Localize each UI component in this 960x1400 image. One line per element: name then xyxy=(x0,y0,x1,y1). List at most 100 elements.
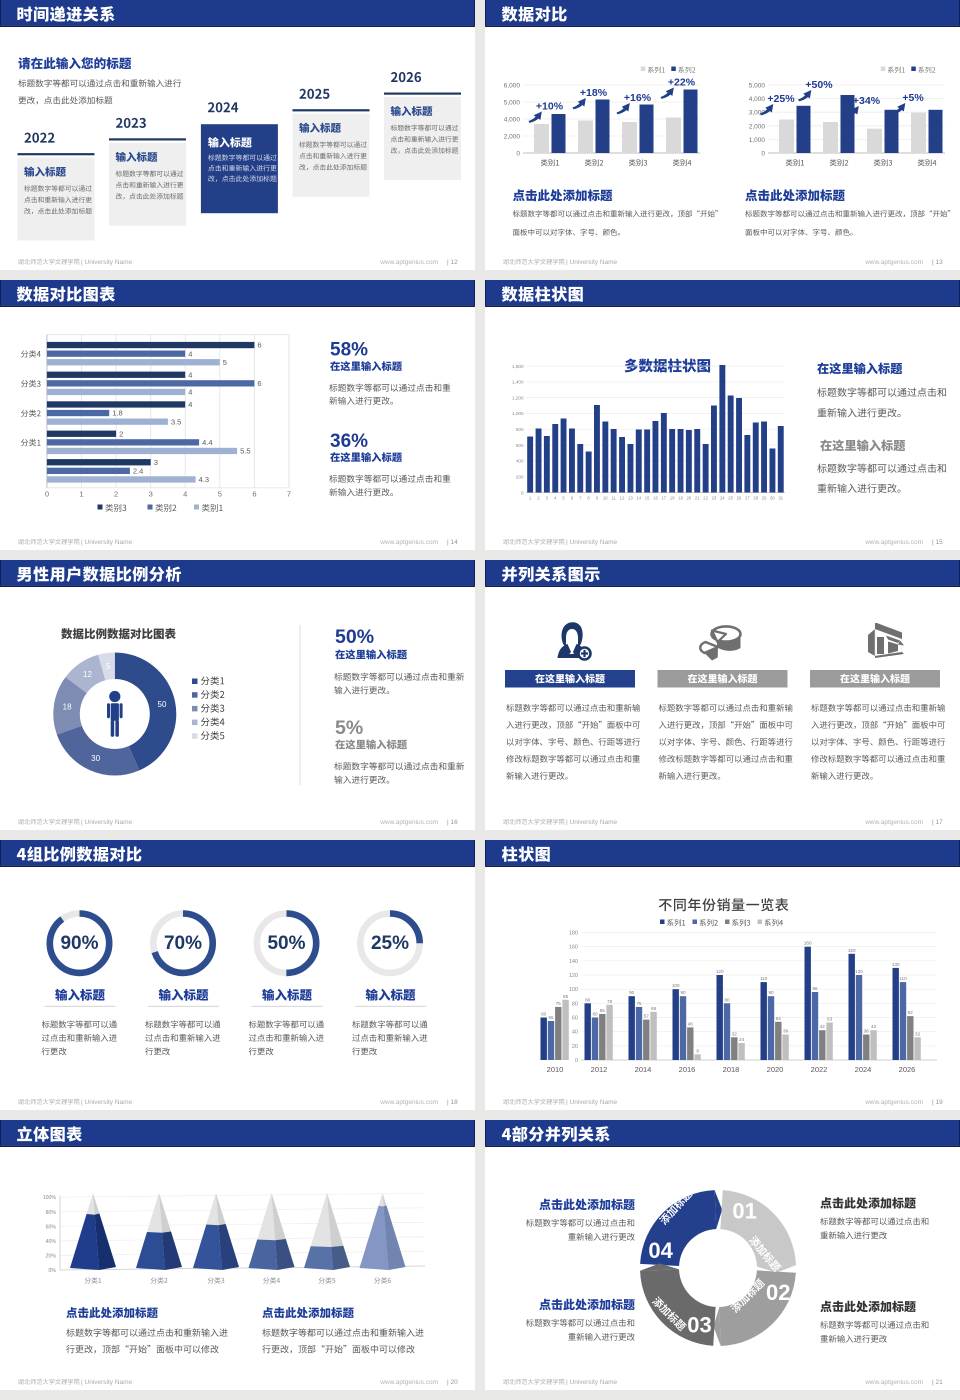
svg-text:20: 20 xyxy=(687,496,692,501)
svg-text:25: 25 xyxy=(728,496,733,501)
svg-text:2018: 2018 xyxy=(723,1065,740,1074)
svg-text:0: 0 xyxy=(521,490,524,495)
svg-text:18: 18 xyxy=(63,703,72,712)
svg-text:400: 400 xyxy=(516,459,524,464)
svg-text:www.aptgenius.com: www.aptgenius.com xyxy=(379,819,438,826)
svg-text:50%: 50% xyxy=(267,933,305,954)
svg-text:2: 2 xyxy=(114,489,118,498)
svg-text:| 20: | 20 xyxy=(447,1379,458,1386)
svg-text:2,000: 2,000 xyxy=(504,134,521,141)
svg-text:0: 0 xyxy=(575,1058,578,1064)
svg-text:46: 46 xyxy=(688,1021,694,1026)
svg-text:5: 5 xyxy=(218,489,222,498)
svg-text:3: 3 xyxy=(149,489,153,498)
svg-text:600: 600 xyxy=(516,443,524,448)
svg-text:22: 22 xyxy=(703,496,708,501)
svg-text:21: 21 xyxy=(695,496,700,501)
svg-text:75: 75 xyxy=(556,1001,562,1006)
svg-text:23: 23 xyxy=(712,496,717,501)
svg-text:www.aptgenius.com: www.aptgenius.com xyxy=(379,539,438,546)
svg-text:| University Name: | University Name xyxy=(566,819,618,826)
svg-text:3: 3 xyxy=(546,496,549,501)
svg-text:800: 800 xyxy=(516,427,524,432)
svg-text:200: 200 xyxy=(516,475,524,480)
svg-text:31: 31 xyxy=(778,496,783,501)
svg-text:180: 180 xyxy=(569,931,578,937)
svg-text:+50%: +50% xyxy=(805,79,833,91)
svg-text:www.aptgenius.com: www.aptgenius.com xyxy=(379,1099,438,1106)
svg-text:5: 5 xyxy=(106,662,111,671)
svg-text:02: 02 xyxy=(766,1280,790,1305)
svg-text:90: 90 xyxy=(629,990,635,995)
svg-text:78: 78 xyxy=(607,999,613,1004)
svg-text:60%: 60% xyxy=(46,1224,57,1230)
svg-text:+10%: +10% xyxy=(536,101,564,113)
svg-text:62: 62 xyxy=(908,1010,914,1015)
svg-text:| 16: | 16 xyxy=(447,819,458,826)
svg-text:1: 1 xyxy=(79,489,83,498)
svg-text:2014: 2014 xyxy=(635,1065,652,1074)
svg-text:5: 5 xyxy=(223,358,227,367)
svg-text:1,600: 1,600 xyxy=(512,364,524,369)
svg-text:80: 80 xyxy=(572,1001,578,1007)
svg-text:8: 8 xyxy=(696,1048,699,1053)
svg-text:85: 85 xyxy=(563,994,569,999)
svg-text:| University Name: | University Name xyxy=(566,259,618,266)
svg-text:2010: 2010 xyxy=(547,1065,564,1074)
svg-text:1,200: 1,200 xyxy=(512,395,524,400)
svg-text:4: 4 xyxy=(188,400,192,409)
svg-text:4.3: 4.3 xyxy=(199,475,209,484)
svg-text:32: 32 xyxy=(732,1031,738,1036)
svg-text:40%: 40% xyxy=(46,1239,57,1245)
svg-text:20%: 20% xyxy=(46,1253,57,1259)
svg-text:60: 60 xyxy=(572,1016,578,1022)
svg-text:120: 120 xyxy=(855,969,863,974)
svg-text:24: 24 xyxy=(739,1037,745,1042)
svg-text:13: 13 xyxy=(628,496,633,501)
svg-text:57: 57 xyxy=(644,1014,650,1019)
svg-text:18: 18 xyxy=(670,496,675,501)
svg-text:01: 01 xyxy=(732,1198,756,1223)
svg-text:2.4: 2.4 xyxy=(133,467,143,476)
svg-text:| 18: | 18 xyxy=(447,1099,458,1106)
svg-text:2: 2 xyxy=(119,429,123,438)
svg-text:03: 03 xyxy=(687,1313,711,1338)
svg-text:32: 32 xyxy=(915,1031,921,1036)
svg-text:24: 24 xyxy=(720,496,725,501)
svg-text:2024: 2024 xyxy=(855,1065,872,1074)
svg-text:7: 7 xyxy=(287,489,291,498)
svg-text:16: 16 xyxy=(653,496,658,501)
svg-text:www.aptgenius.com: www.aptgenius.com xyxy=(864,819,923,826)
svg-text:70%: 70% xyxy=(164,933,202,954)
svg-text:110: 110 xyxy=(760,976,768,981)
svg-text:3: 3 xyxy=(154,458,158,467)
svg-text:7: 7 xyxy=(579,496,582,501)
svg-text:130: 130 xyxy=(892,962,900,967)
svg-text:+16%: +16% xyxy=(624,92,652,104)
svg-text:19: 19 xyxy=(678,496,683,501)
svg-text:6: 6 xyxy=(252,489,256,498)
svg-text:+34%: +34% xyxy=(853,95,881,107)
svg-text:2022: 2022 xyxy=(811,1065,828,1074)
svg-text:29: 29 xyxy=(762,496,767,501)
svg-text:2: 2 xyxy=(537,496,540,501)
svg-text:30: 30 xyxy=(91,754,100,763)
svg-text:58%: 58% xyxy=(330,340,368,361)
svg-text:www.aptgenius.com: www.aptgenius.com xyxy=(864,539,923,546)
svg-text:75: 75 xyxy=(636,1001,642,1006)
svg-text:4: 4 xyxy=(554,496,557,501)
svg-text:17: 17 xyxy=(661,496,666,501)
svg-text:10: 10 xyxy=(603,496,608,501)
svg-text:36%: 36% xyxy=(330,431,368,452)
svg-text:| University Name: | University Name xyxy=(81,1379,133,1386)
svg-text:4,000: 4,000 xyxy=(504,117,521,124)
svg-text:1,000: 1,000 xyxy=(749,137,766,144)
svg-text:04: 04 xyxy=(648,1238,673,1263)
svg-text:53: 53 xyxy=(827,1017,833,1022)
svg-text:100%: 100% xyxy=(43,1195,57,1201)
svg-text:6,000: 6,000 xyxy=(504,83,521,90)
svg-text:90%: 90% xyxy=(60,933,98,954)
svg-text:96: 96 xyxy=(812,986,818,991)
svg-text:8: 8 xyxy=(587,496,590,501)
svg-text:| 17: | 17 xyxy=(932,819,943,826)
